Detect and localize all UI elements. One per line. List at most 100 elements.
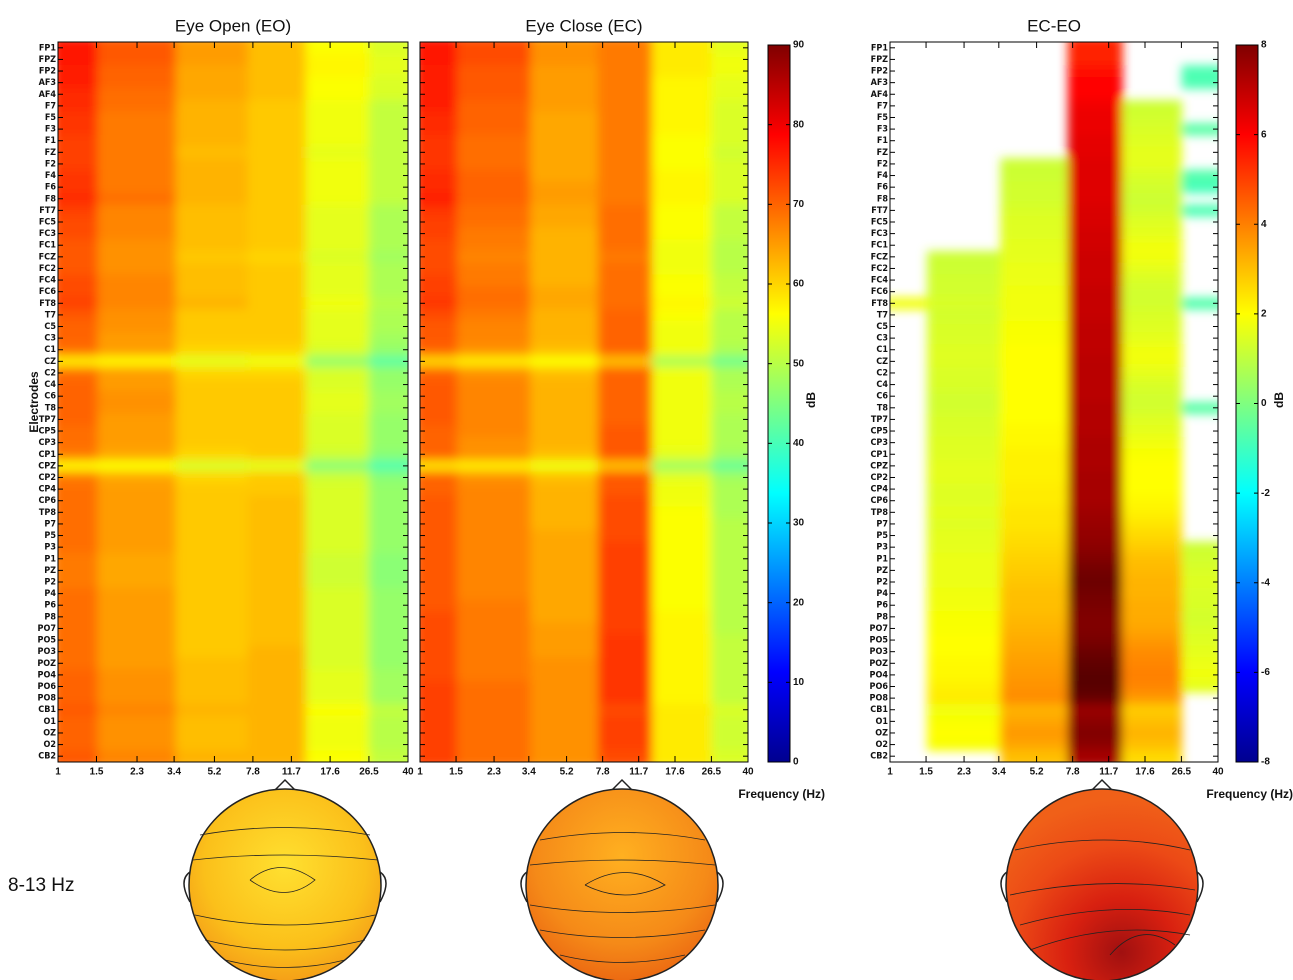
heatmap-cell: [305, 297, 370, 310]
heatmap-cell: [1067, 309, 1123, 322]
heatmap-cell: [530, 460, 599, 473]
heatmap-cell: [927, 390, 1001, 403]
heatmap-cell: [58, 750, 99, 762]
electrode-label: C1: [876, 345, 888, 355]
electrode-label: T7: [877, 310, 888, 320]
heatmap-cell: [597, 622, 653, 635]
heatmap-cell: [530, 576, 599, 589]
heatmap-cell: [1000, 750, 1069, 762]
heatmap-cell: [1067, 402, 1123, 415]
heatmap-cell: [420, 111, 458, 124]
heatmap-cell: [457, 518, 531, 531]
heatmap-cell: [457, 320, 531, 333]
heatmap-cell: [369, 355, 408, 368]
heatmap-cell: [420, 169, 458, 182]
heatmap-cell: [175, 134, 249, 148]
heatmap-cell: [652, 367, 713, 380]
heatmap-cell: [58, 518, 99, 531]
heatmap-cell: [457, 680, 531, 693]
electrode-label: CP2: [870, 473, 888, 483]
heatmap-cell: [58, 320, 99, 333]
heatmap-cell: [369, 599, 408, 612]
heatmap-cell: [711, 239, 748, 252]
heatmap-cell: [175, 285, 249, 298]
heatmap-cell: [652, 355, 713, 368]
heatmap-cell: [369, 332, 408, 345]
heatmap-cell: [652, 378, 713, 391]
heatmap-cell: [597, 192, 653, 206]
heatmap-cell: [58, 541, 99, 554]
heatmap-cell: [58, 111, 99, 124]
electrode-label: CPZ: [38, 461, 56, 471]
electrode-label: P5: [876, 531, 888, 541]
heatmap-cell: [369, 216, 408, 229]
heatmap-cell: [1122, 529, 1183, 542]
heatmap-cell: [530, 169, 599, 182]
heatmap-cell: [369, 100, 408, 113]
heatmap-cell: [247, 169, 307, 182]
heatmap-cell: [305, 251, 370, 264]
heatmap-cell: [420, 448, 458, 461]
heatmap-cell: [420, 529, 458, 542]
heatmap-cell: [1067, 494, 1123, 508]
heatmap-cell: [305, 460, 370, 473]
heatmap-cell: [305, 483, 370, 496]
heatmap-cell: [711, 274, 748, 287]
heatmap-cell: [711, 645, 748, 658]
heatmap-cell: [597, 227, 653, 240]
heatmap-cell: [175, 378, 249, 391]
heatmap-cell: [420, 552, 458, 566]
heatmap-cell: [97, 634, 177, 647]
heatmap-cell: [1000, 216, 1069, 229]
heatmap-cell: [1067, 88, 1123, 101]
heatmap-cell: [420, 274, 458, 287]
heatmap-cell: [1000, 274, 1069, 287]
heatmap-cell: [530, 216, 599, 229]
heatmap-cell: [247, 715, 307, 728]
electrode-label: CP4: [870, 485, 888, 495]
heatmap-cell: [58, 552, 99, 566]
heatmap-cell: [305, 262, 370, 275]
heatmap-cell: [97, 192, 177, 206]
electrode-label: CP4: [38, 485, 56, 495]
heatmap-cell: [58, 88, 99, 101]
heatmap-cell: [711, 251, 748, 264]
heatmap-cell: [652, 483, 713, 496]
heatmap-cell: [1067, 471, 1123, 484]
heatmap-cell: [369, 738, 408, 751]
heatmap-cell: [530, 518, 599, 531]
heatmap-cell: [247, 285, 307, 298]
heatmap-cell: [1122, 692, 1183, 705]
heatmap-cell: [457, 146, 531, 159]
heatmap-cell: [247, 552, 307, 566]
heatmap-cell: [652, 471, 713, 484]
heatmap-cell: [369, 634, 408, 647]
heatmap-cell: [457, 355, 531, 368]
heatmap-cell: [369, 285, 408, 298]
electrode-label: CP5: [38, 427, 56, 437]
colorbar-tick-label: 30: [793, 518, 805, 529]
electrode-label: P4: [44, 589, 56, 599]
panel-title: EC-EO: [1027, 16, 1081, 35]
heatmap-cell: [58, 343, 99, 357]
heatmap-cell: [530, 42, 599, 55]
heatmap-cell: [927, 657, 1001, 670]
heatmap-cell: [927, 587, 1001, 600]
heatmap-cell: [420, 134, 458, 148]
heatmap-cell: [247, 192, 307, 206]
electrode-label: CPZ: [870, 461, 888, 471]
electrode-label: P5: [44, 531, 56, 541]
heatmap-cell: [247, 494, 307, 508]
heatmap-cell: [305, 134, 370, 148]
heatmap-cell: [597, 134, 653, 148]
heatmap-cell: [1067, 158, 1123, 171]
heatmap-cell: [58, 622, 99, 635]
heatmap-cell: [652, 123, 713, 136]
heatmap-cell: [305, 216, 370, 229]
heatmap-cell: [305, 738, 370, 751]
colorbar-tick-label: 4: [1261, 219, 1267, 230]
heatmap-cell: [175, 146, 249, 159]
heatmap-cell: [711, 355, 748, 368]
topoplots: [183, 778, 1204, 980]
heatmap-cell: [1000, 367, 1069, 380]
